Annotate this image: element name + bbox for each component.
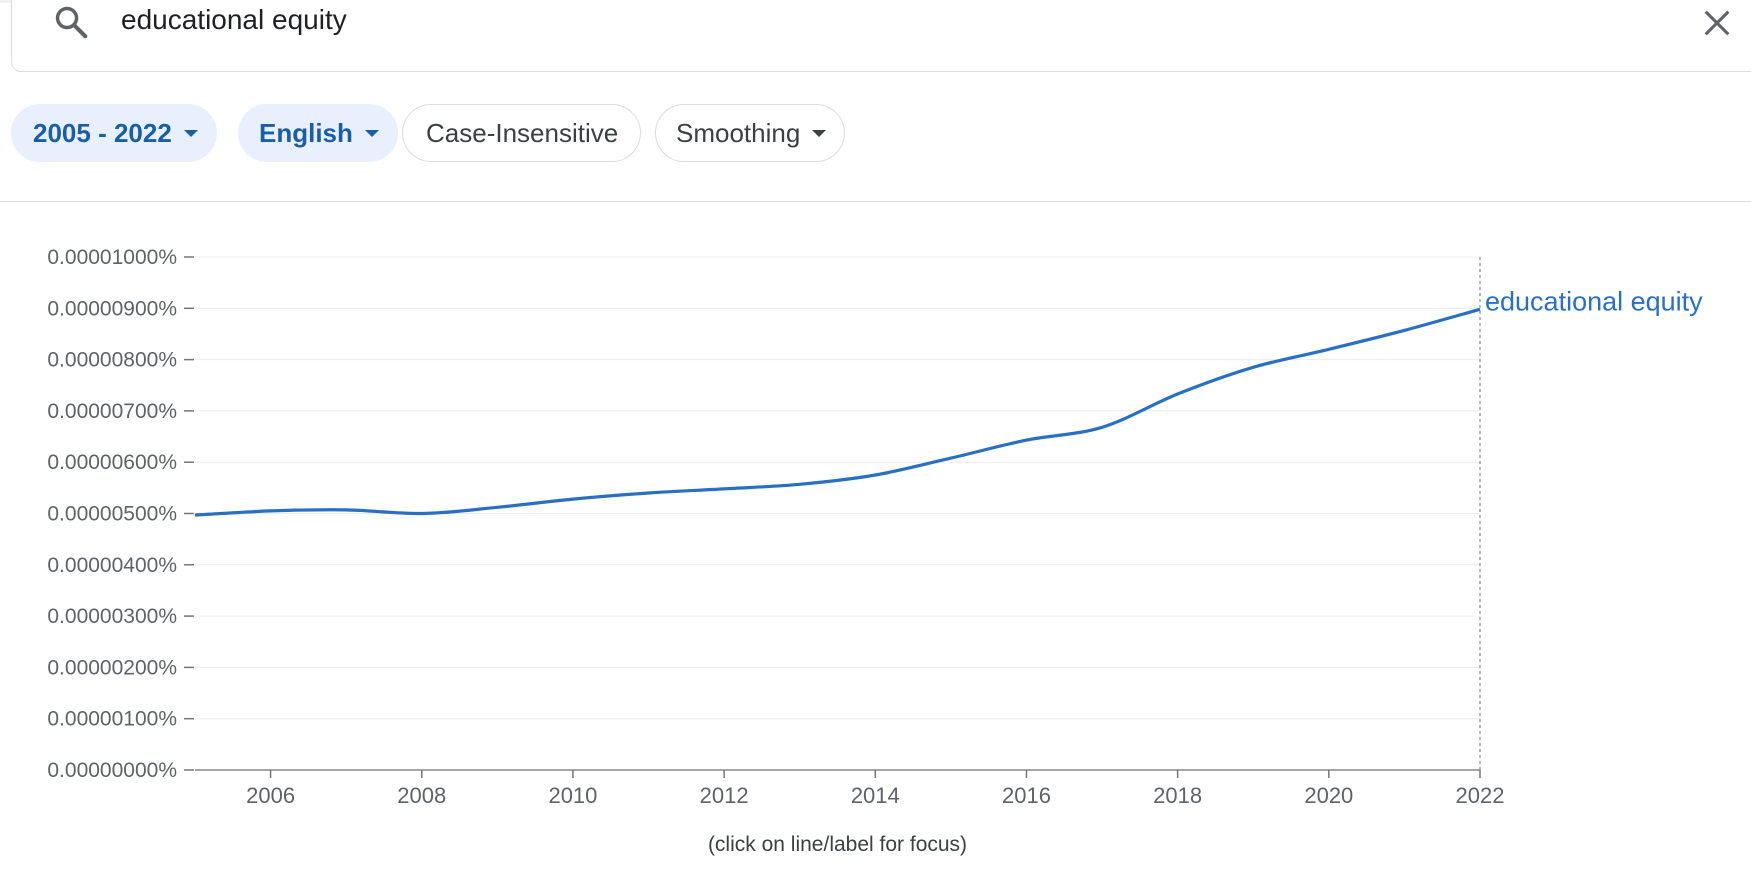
series-label[interactable]: educational equity <box>1485 286 1703 316</box>
y-tick-label: 0.00000600% <box>47 451 177 474</box>
x-tick-label: 2008 <box>397 783 446 808</box>
y-tick-label: 0.00000500% <box>47 503 177 526</box>
x-tick-label: 2012 <box>700 783 749 808</box>
year-range-label: 2005 - 2022 <box>33 117 172 148</box>
x-tick-label: 2018 <box>1153 783 1202 808</box>
divider <box>0 201 1751 202</box>
x-tick-label: 2006 <box>246 783 295 808</box>
case-insensitive-label: Case-Insensitive <box>426 117 619 148</box>
series-layer[interactable]: educational equity <box>194 286 1703 517</box>
smoothing-dropdown[interactable]: Smoothing <box>655 104 846 162</box>
y-tick-label: 0.00000400% <box>47 554 177 577</box>
x-tick-label: 2022 <box>1456 783 1505 808</box>
y-tick-label: 0.00000300% <box>47 605 177 628</box>
y-tick-label: 0.00001000% <box>47 246 177 269</box>
y-tick-label: 0.00000100% <box>47 708 177 731</box>
grid-lines <box>195 256 1480 720</box>
x-tick-label: 2010 <box>548 783 597 808</box>
language-label: English <box>259 117 353 148</box>
y-tick-label: 0.00000900% <box>47 297 177 320</box>
y-axis: 0.00000000% 0.00000100% 0.00000200% 0.00000… <box>47 246 194 782</box>
chevron-down-icon <box>364 129 379 137</box>
x-axis: 2006 2008 2010 2012 2014 2016 2018 2020 2022 <box>195 257 1504 808</box>
chevron-down-icon <box>183 129 198 137</box>
smoothing-label: Smoothing <box>676 117 801 148</box>
y-tick-label: 0.00000700% <box>47 400 177 423</box>
y-tick-label: 0.00000800% <box>47 349 177 372</box>
x-tick-label: 2016 <box>1002 783 1051 808</box>
year-range-dropdown[interactable]: 2005 - 2022 <box>11 104 217 162</box>
focus-hint: (click on line/label for focus) <box>707 833 968 856</box>
close-icon[interactable] <box>1700 6 1734 40</box>
x-tick-label: 2020 <box>1304 783 1353 808</box>
x-tick-label: 2014 <box>851 783 900 808</box>
chevron-down-icon <box>812 129 827 137</box>
case-insensitive-toggle[interactable]: Case-Insensitive <box>402 104 642 162</box>
search-bar[interactable]: educational equity <box>11 0 1751 72</box>
search-input[interactable]: educational equity <box>121 4 347 35</box>
language-dropdown[interactable]: English <box>238 104 398 162</box>
series-line[interactable] <box>194 307 1481 517</box>
y-tick-label: 0.00000000% <box>47 759 177 782</box>
search-icon <box>55 6 88 39</box>
y-tick-label: 0.00000200% <box>47 656 177 679</box>
